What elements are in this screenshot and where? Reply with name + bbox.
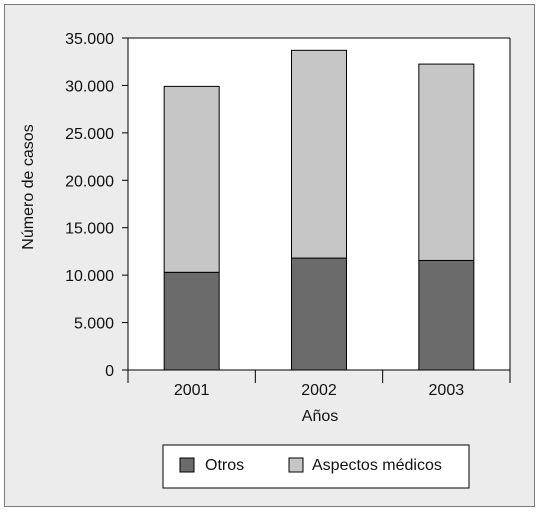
- y-tick-label: 0: [105, 363, 114, 380]
- y-axis-title: Número de casos: [20, 124, 37, 249]
- y-axis-ticks: 0 5.000 10.000 15.000 20.000 25.000 30.000 35.0…: [65, 31, 128, 380]
- x-axis-ticks: 2001 2002 2003: [127, 370, 511, 399]
- y-tick-label: 20.000: [65, 173, 114, 190]
- bar-otros-2001: [163, 271, 220, 371]
- bar-otros-2002: [291, 257, 347, 371]
- legend-swatch-otros: [179, 457, 195, 473]
- legend-label-otros: Otros: [205, 457, 244, 474]
- legend-swatch-aspectos-medicos: [288, 457, 304, 473]
- bar-aspectos-medicos-2003: [418, 63, 475, 261]
- legend-box: [162, 444, 470, 489]
- bar-otros-2003: [418, 259, 475, 371]
- y-tick-label: 35.000: [65, 31, 114, 48]
- x-tick-label: 2002: [301, 382, 337, 399]
- legend-label-aspectos-medicos: Aspectos médicos: [312, 457, 442, 474]
- bar-aspectos-medicos-2002: [291, 49, 347, 259]
- y-tick-label: 30.000: [65, 78, 114, 95]
- bars-group: [163, 49, 475, 371]
- y-tick-label: 25.000: [65, 126, 114, 143]
- x-axis-title: Años: [302, 408, 338, 425]
- y-tick-label: 10.000: [65, 268, 114, 285]
- x-tick-label: 2003: [429, 382, 465, 399]
- y-tick-label: 5.000: [74, 316, 114, 333]
- bar-aspectos-medicos-2001: [163, 85, 220, 273]
- y-tick-label: 15.000: [65, 221, 114, 238]
- x-tick-label: 2001: [174, 382, 210, 399]
- legend: Otros Aspectos médicos: [162, 444, 470, 489]
